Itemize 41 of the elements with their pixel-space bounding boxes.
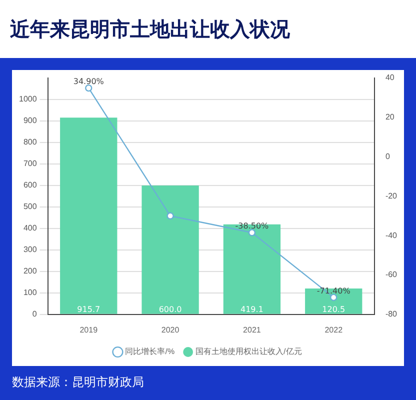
bar [60,118,118,314]
y2-tick-label: -60 [385,270,398,280]
point [248,229,256,236]
x-tick-label: 2022 [324,325,344,334]
y2-tick-label: 20 [385,112,395,122]
y-tick-label: 100 [23,288,38,298]
y-tick-label: 500 [23,202,38,212]
y-tick-label: 0 [32,310,38,319]
y-tick-label: 400 [23,224,38,233]
y-tick-label: 200 [23,266,38,276]
x-tick-label: 2020 [161,325,180,334]
y-tick-label: 1000 [19,94,38,104]
data-label: 600.0 [158,304,182,314]
data-label: 34.90% [73,77,104,86]
legend-label: 同比增长率/% [125,347,175,356]
y2-tick-label: -80 [385,310,398,319]
y-tick-label: 600 [23,180,38,190]
y2-tick-label: -40 [385,230,398,240]
y-tick-label: 900 [23,116,38,126]
y2-tick-label: 40 [385,73,395,82]
y2-tick-label: 0 [385,152,390,162]
legend-label: 国有土地使用权出让收入/亿元 [196,347,302,356]
data-label: -71.40% [316,286,351,296]
data-label: 120.5 [322,304,346,314]
point [330,294,338,302]
data-label: 915.7 [77,304,100,314]
bar [142,185,199,314]
x-tick-label: 2019 [80,325,98,334]
data-label: -38.50% [235,222,270,231]
source-note: 数据来源：昆明市财政局 [12,374,144,391]
y-tick-label: 800 [23,138,38,147]
point [166,212,174,220]
x-tick-label: 2021 [243,325,262,334]
y-tick-label: 700 [23,159,38,168]
y2-tick-label: -20 [385,191,398,200]
bar [223,224,281,314]
bar [305,288,362,314]
point [85,84,92,92]
chart-title: 近年来昆明市土地出让收入状况 [0,0,416,58]
data-label: 419.1 [240,304,264,314]
y-tick-label: 300 [23,245,38,254]
